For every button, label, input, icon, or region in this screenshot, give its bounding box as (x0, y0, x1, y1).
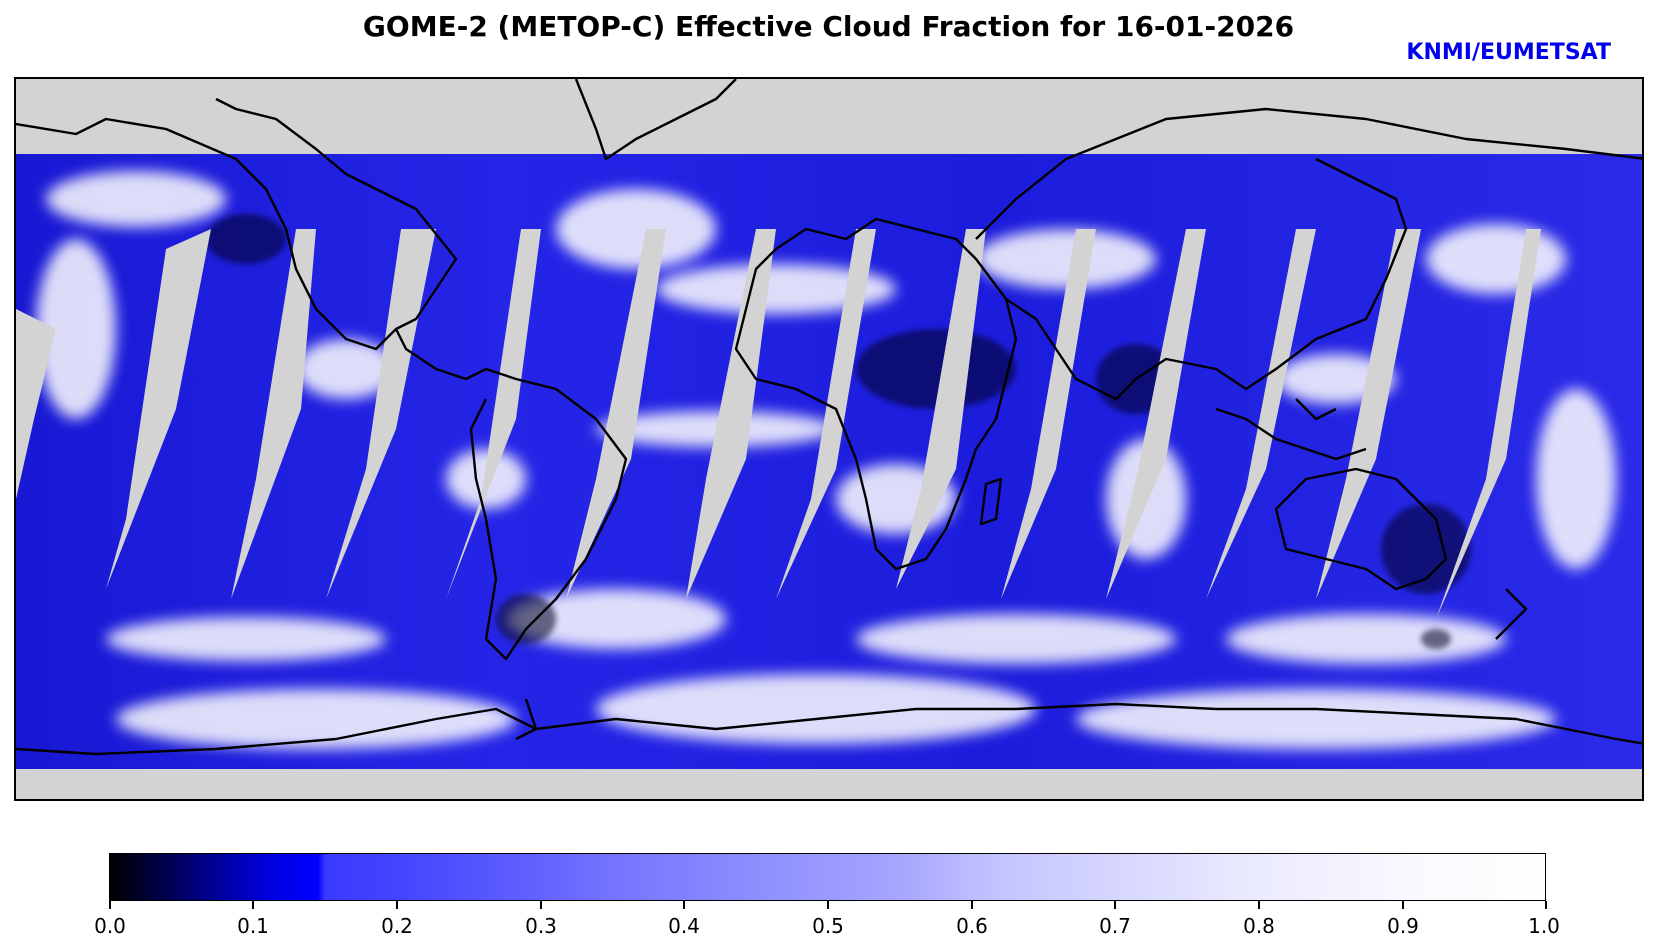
colorbar-tick-label: 0.0 (94, 914, 126, 938)
colorbar-tick-label: 0.3 (525, 914, 557, 938)
chart-title: GOME-2 (METOP-C) Effective Cloud Fractio… (362, 10, 1295, 43)
colorbar-tick-label: 0.8 (1243, 914, 1275, 938)
colorbar-tick (1258, 901, 1260, 909)
colorbar-tick-label: 1.0 (1528, 914, 1560, 938)
colorbar-tick-label: 0.7 (1099, 914, 1131, 938)
colorbar-tick (1114, 901, 1116, 909)
colorbar-tick (1402, 901, 1404, 909)
colorbar-tick (540, 901, 542, 909)
map-canvas (16, 79, 1642, 799)
colorbar-tick-label: 0.4 (668, 914, 700, 938)
colorbar-tick-label: 0.1 (237, 914, 269, 938)
colorbar-tick (396, 901, 398, 909)
colorbar-tick-label: 0.5 (812, 914, 844, 938)
colorbar-tick (971, 901, 973, 909)
colorbar-tick-label: 0.6 (956, 914, 988, 938)
colorbar-tick-label: 0.9 (1387, 914, 1419, 938)
colorbar (109, 853, 1546, 901)
colorbar-tick (827, 901, 829, 909)
colorbar-tick (1545, 901, 1547, 909)
credit-label: KNMI/EUMETSAT (1406, 40, 1611, 65)
colorbar-tick (683, 901, 685, 909)
colorbar-tick (109, 901, 111, 909)
swath-gaps (16, 79, 1642, 799)
coastlines (16, 79, 1642, 756)
colorbar-tick (252, 901, 254, 909)
map-panel (14, 77, 1644, 801)
colorbar-tick-label: 0.2 (381, 914, 413, 938)
